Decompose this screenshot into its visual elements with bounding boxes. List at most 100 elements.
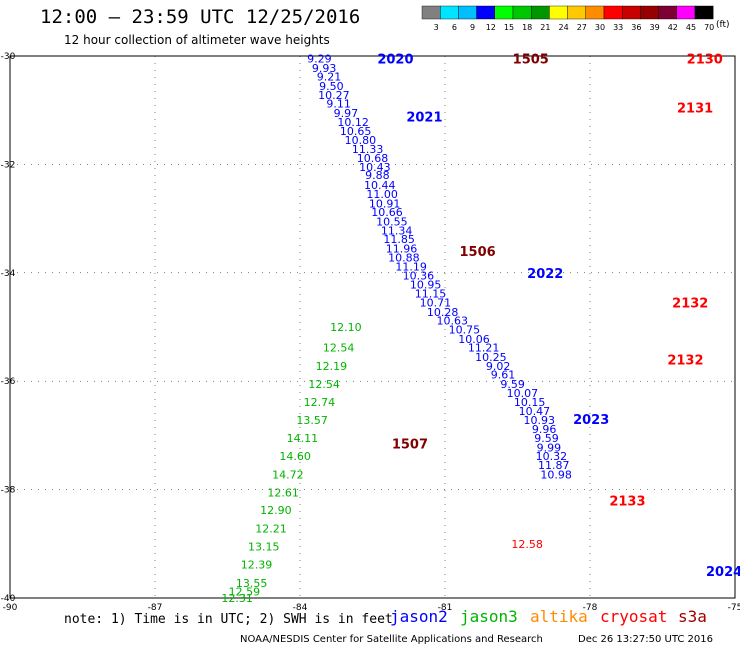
data-point-jason3: 12.54 xyxy=(308,378,340,391)
data-point-jason3: 12.61 xyxy=(267,486,299,499)
data-point-jason2: 10.25 xyxy=(475,351,507,364)
colorbar-swatch xyxy=(640,5,659,20)
data-point-jason2: 10.28 xyxy=(427,306,459,319)
data-point-jason2: 11.33 xyxy=(352,143,384,156)
colorbar-swatch xyxy=(694,5,714,20)
data-point-jason2: 9.88 xyxy=(365,169,390,182)
pass-label: 2022 xyxy=(527,267,563,282)
footer-timestamp: Dec 26 13:27:50 UTC 2016 xyxy=(578,634,713,645)
pass-label: 1507 xyxy=(392,438,428,453)
data-point-jason2: 11.87 xyxy=(538,459,570,472)
colorbar-label: 24 xyxy=(559,23,569,32)
legend-altika: altika xyxy=(530,607,588,626)
y-tick-label: -38 xyxy=(1,486,16,496)
data-point-jason2: 10.91 xyxy=(369,197,401,210)
colorbar-swatch xyxy=(512,5,532,20)
colorbar-unit: (ft) xyxy=(716,20,730,30)
data-point-jason2: 10.68 xyxy=(357,152,389,165)
y-tick-label: -36 xyxy=(1,377,16,387)
pass-label: 2024 xyxy=(706,565,740,580)
data-point-jason3: 12.90 xyxy=(260,504,292,517)
colorbar-swatch xyxy=(549,5,568,20)
data-point-jason3: 12.59 xyxy=(229,585,261,598)
data-point-jason3: 12.54 xyxy=(323,342,355,355)
data-point-jason3: 12.19 xyxy=(316,360,348,373)
data-point-jason2: 10.71 xyxy=(420,297,452,310)
data-point-jason2: 11.85 xyxy=(383,233,415,246)
colorbar-label: 36 xyxy=(631,23,641,32)
pass-label: 2133 xyxy=(609,494,645,509)
data-point-jason2: 9.02 xyxy=(486,360,511,373)
data-point-jason3: 14.11 xyxy=(287,432,319,445)
data-point-jason2: 10.75 xyxy=(449,324,481,337)
y-tick-label: -32 xyxy=(1,160,16,170)
data-point-jason2: 10.44 xyxy=(364,179,396,192)
x-tick-label: -87 xyxy=(148,603,163,613)
data-point-jason2: 10.55 xyxy=(376,215,408,228)
data-point-jason2: 11.19 xyxy=(395,260,427,273)
data-point-jason2: 10.27 xyxy=(318,89,350,102)
x-tick-label: -84 xyxy=(293,603,308,613)
data-point-jason2: 9.97 xyxy=(334,107,359,120)
colorbar-label: 12 xyxy=(486,23,496,32)
data-point-jason3: 12.21 xyxy=(255,523,287,536)
data-point-jason2: 11.15 xyxy=(415,287,447,300)
data-point-jason2: 11.21 xyxy=(468,342,500,355)
data-point-jason2: 10.93 xyxy=(524,414,556,427)
data-point-jason2: 10.98 xyxy=(540,468,572,481)
footer-credit: NOAA/NESDIS Center for Satellite Applica… xyxy=(240,634,543,645)
colorbar-label: 33 xyxy=(613,23,623,32)
colorbar-swatch xyxy=(494,5,514,20)
y-tick-label: -40 xyxy=(1,594,16,604)
data-point-jason3: 12.10 xyxy=(330,321,362,334)
pass-label: 2023 xyxy=(573,413,609,428)
data-point-jason2: 10.15 xyxy=(514,396,546,409)
pass-label: 2132 xyxy=(667,354,703,369)
data-point-jason2: 10.32 xyxy=(536,450,568,463)
colorbar-label: 3 xyxy=(434,23,439,32)
x-tick-label: -90 xyxy=(3,603,18,613)
data-point-jason2: 10.88 xyxy=(388,252,420,265)
data-point-jason2: 10.80 xyxy=(345,134,377,147)
legend-s3a: s3a xyxy=(678,607,707,626)
colorbar-swatch xyxy=(476,5,496,20)
data-point-jason2: 9.59 xyxy=(500,378,525,391)
data-point-jason2: 9.29 xyxy=(307,53,332,66)
data-point-jason2: 9.99 xyxy=(537,441,562,454)
data-point-jason2: 9.93 xyxy=(312,62,337,75)
data-point-jason2: 10.06 xyxy=(458,333,490,346)
colorbar-label: 6 xyxy=(452,23,457,32)
data-point-jason3: 13.55 xyxy=(236,577,268,590)
chart-title: 12:00 – 23:59 UTC 12/25/2016 xyxy=(40,6,361,28)
data-point-jason2: 11.34 xyxy=(381,225,413,238)
data-point-jason2: 9.11 xyxy=(326,98,351,111)
data-point-jason2: 10.66 xyxy=(371,206,403,219)
colorbar-swatch xyxy=(440,5,459,20)
colorbar-label: 45 xyxy=(686,23,696,32)
x-tick-label: -78 xyxy=(583,603,598,613)
colorbar-label: 15 xyxy=(504,23,514,32)
colorbar-swatch xyxy=(567,5,586,20)
data-point-jason3: 13.57 xyxy=(296,414,328,427)
colorbar-label: 70 xyxy=(704,23,714,32)
data-point-jason2: 9.21 xyxy=(317,71,342,84)
data-point-jason2: 9.59 xyxy=(534,432,559,445)
data-point-jason2: 9.96 xyxy=(532,423,557,436)
colorbar-swatch xyxy=(585,5,605,20)
data-point-jason2: 10.63 xyxy=(437,314,469,327)
x-tick-label: -81 xyxy=(438,603,453,613)
y-tick-label: -34 xyxy=(1,269,16,279)
colorbar-label: 18 xyxy=(522,23,532,32)
data-point-jason2: 10.07 xyxy=(507,387,539,400)
pass-label: 2130 xyxy=(687,53,723,68)
data-point-jason2: 10.36 xyxy=(403,270,435,283)
data-point-jason3: 13.15 xyxy=(248,541,280,554)
chart-subtitle: 12 hour collection of altimeter wave hei… xyxy=(64,33,330,47)
colorbar-swatch xyxy=(676,5,696,20)
colorbar-label: 27 xyxy=(577,23,587,32)
data-point-jason2: 9.61 xyxy=(491,369,516,382)
colorbar-label: 21 xyxy=(540,23,550,32)
data-point-jason2: 11.00 xyxy=(366,188,398,201)
colorbar-label: 39 xyxy=(650,23,660,32)
